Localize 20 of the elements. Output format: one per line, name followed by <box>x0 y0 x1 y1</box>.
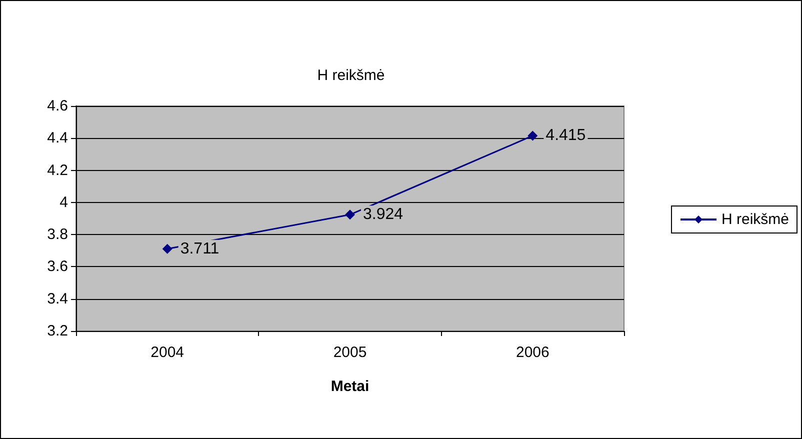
x-tick-label: 2006 <box>516 344 550 361</box>
x-tick-label: 2005 <box>333 344 367 361</box>
y-tick-label: 3.4 <box>47 290 68 308</box>
point <box>528 130 538 141</box>
y-tick-label: 4.4 <box>47 130 68 147</box>
y-tick-label: 3.8 <box>47 226 68 244</box>
y-tick-label: 3.6 <box>47 258 68 276</box>
x-axis-title: Metai <box>330 378 370 395</box>
data-label: 4.415 <box>546 127 586 144</box>
y-tick-label: 4.6 <box>47 98 68 114</box>
legend-label: H reikšmė <box>721 211 790 228</box>
y-tick-label: 4.2 <box>47 162 68 179</box>
y-tick-label: 4 <box>60 194 68 211</box>
x-tick-label: 2004 <box>150 344 184 361</box>
chart-title: H reikšmė <box>317 67 385 84</box>
data-label: 3.711 <box>180 240 220 258</box>
data-label: 3.924 <box>363 206 404 224</box>
point <box>345 210 355 220</box>
y-tick-label: 3.2 <box>47 322 68 340</box>
point <box>162 244 172 254</box>
